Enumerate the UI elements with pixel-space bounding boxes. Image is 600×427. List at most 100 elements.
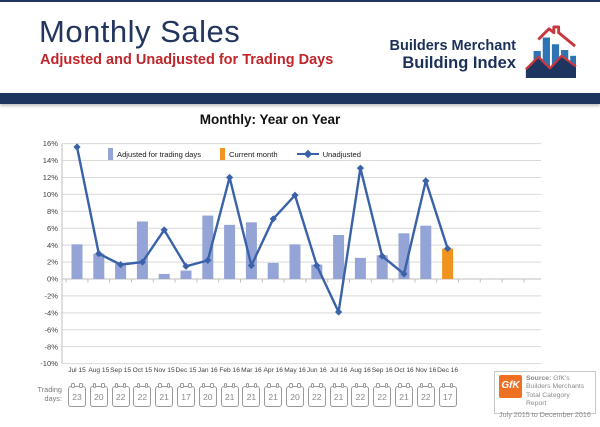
calendar-icon-aug-16: 22 xyxy=(351,383,370,407)
trading-days-value: 21 xyxy=(246,391,257,402)
current-month-bar-dec-16 xyxy=(442,248,454,279)
x-axis-label: May 16 xyxy=(284,367,306,374)
trading-days-label: Trading days: xyxy=(37,385,62,404)
trading-days-value: 22 xyxy=(377,391,387,402)
current-month-swatch xyxy=(220,148,226,160)
source-text: Source: GfK's Builders Merchants Total C… xyxy=(526,375,585,408)
adjusted-bar-jul-16 xyxy=(333,235,345,279)
x-axis-label: Apr 16 xyxy=(263,367,283,374)
y-axis-label: -2% xyxy=(44,292,58,301)
source-label: Source: xyxy=(526,375,552,382)
calendar-icon-sep-15: 22 xyxy=(111,383,130,407)
bmbi-logo-icon xyxy=(525,25,577,78)
trading-days-value: 20 xyxy=(290,391,300,402)
calendar-icon-dec-15: 17 xyxy=(177,383,195,407)
top-rule xyxy=(0,0,600,2)
trading-days-value: 20 xyxy=(94,391,104,402)
adjusted-bar-jan-16 xyxy=(202,215,214,279)
y-axis-label: 14% xyxy=(43,156,58,165)
x-axis-label: Mar 16 xyxy=(241,367,262,374)
line-marker-apr-16 xyxy=(269,215,277,223)
x-axis-label: Jan 16 xyxy=(198,367,218,374)
x-axis-label: Aug 15 xyxy=(88,367,109,374)
y-axis-label: 10% xyxy=(43,190,58,199)
line-marker-jan-16 xyxy=(204,256,212,264)
adjusted-bar-oct-15 xyxy=(136,221,148,279)
y-axis-label: 2% xyxy=(47,258,58,267)
calendar-icon-oct-15: 22 xyxy=(133,383,152,407)
trading-days-value: 22 xyxy=(115,391,126,402)
y-axis-label: -10% xyxy=(40,359,58,368)
calendar-icon-jul-15: 23 xyxy=(68,383,86,407)
unadjusted-line xyxy=(75,146,449,314)
calendar-icon-feb-16: 21 xyxy=(220,383,239,407)
line-marker-jul-16 xyxy=(335,308,343,316)
legend-item-current-month: Current month xyxy=(220,148,278,160)
x-axis-label: Aug 16 xyxy=(350,367,371,374)
source-period: July 2015 to December 2016 xyxy=(499,409,591,419)
x-axis-label: Oct 16 xyxy=(394,367,414,374)
adjusted-swatch xyxy=(108,148,113,160)
line-marker-nov-16 xyxy=(422,177,430,185)
line-marker-aug-16 xyxy=(356,164,364,172)
line-marker-oct-16 xyxy=(400,270,408,278)
adjusted-bar-aug-16 xyxy=(354,257,366,279)
adjusted-bar-sep-16 xyxy=(376,255,388,279)
logo-line2: Building Index xyxy=(402,53,516,72)
line-marker-nov-15 xyxy=(160,226,168,234)
trading-days-value: 17 xyxy=(181,391,191,402)
adjusted-bar-sep-15 xyxy=(115,263,127,279)
logo-line1: Builders Merchant xyxy=(389,38,517,55)
x-axis-label: Jun 16 xyxy=(307,367,327,374)
unadjusted-line-swatch xyxy=(296,149,319,158)
trading-days-value: 21 xyxy=(224,391,235,402)
line-marker-jul-15 xyxy=(73,143,81,151)
adjusted-bar-jul-15 xyxy=(71,244,83,279)
line-marker-sep-16 xyxy=(378,252,386,260)
calendar-icon-mar-16: 21 xyxy=(242,383,261,407)
adjusted-bar-nov-16 xyxy=(420,225,432,279)
line-marker-may-16 xyxy=(291,191,299,199)
y-axis-label: 6% xyxy=(47,224,58,233)
calendar-icon-jul-16: 21 xyxy=(329,383,348,407)
adjusted-bar-mar-16 xyxy=(245,222,257,279)
adjusted-bar-may-16 xyxy=(289,244,301,279)
calendar-icon-apr-16: 21 xyxy=(264,383,283,407)
y-axis-label: -4% xyxy=(44,308,58,317)
line-marker-sep-15 xyxy=(117,261,125,269)
x-axis-label: Jul 15 xyxy=(68,367,86,374)
calendar-icon-jan-16: 20 xyxy=(198,383,217,407)
page-title: Monthly Sales xyxy=(39,14,241,49)
page-subtitle: Adjusted and Unadjusted for Trading Days xyxy=(40,52,334,68)
y-axis-label: -8% xyxy=(44,342,58,351)
adjusted-bar-dec-15 xyxy=(180,270,192,279)
trading-days-value: 21 xyxy=(399,391,409,402)
calendar-icon-sep-16: 22 xyxy=(373,383,392,407)
trading-days-value: 21 xyxy=(268,391,278,402)
legend-label-unadjusted: Unadjusted xyxy=(322,149,361,159)
calendar-icon-jun-16: 22 xyxy=(307,383,326,407)
trading-days-value: 17 xyxy=(442,391,453,402)
trading-days-value: 22 xyxy=(355,391,366,402)
line-marker-dec-15 xyxy=(182,262,190,270)
x-axis-label: Feb 16 xyxy=(219,367,240,374)
trading-days-value: 22 xyxy=(421,391,431,402)
header-divider-band xyxy=(0,93,600,104)
legend-label-adjusted: Adjusted for trading days xyxy=(117,149,202,159)
line-marker-dec-16 xyxy=(444,244,452,253)
adjusted-bar-aug-15 xyxy=(93,253,105,279)
legend-label-current-month: Current month xyxy=(229,149,278,159)
y-axis-label: -6% xyxy=(44,325,58,334)
y-axis-label: 16% xyxy=(43,139,58,148)
line-marker-oct-15 xyxy=(138,258,146,266)
calendar-icon-aug-15: 20 xyxy=(89,383,108,407)
chart-title: Monthly: Year on Year xyxy=(199,112,341,127)
trading-days-value: 22 xyxy=(137,391,148,402)
gfk-logo: GfK xyxy=(499,375,522,398)
line-marker-feb-16 xyxy=(226,173,234,182)
source-box: GfK Source: GfK's Builders Merchants Tot… xyxy=(494,371,596,419)
adjusted-bar-nov-15 xyxy=(158,273,170,279)
x-axis-label: Sep 15 xyxy=(110,367,131,374)
